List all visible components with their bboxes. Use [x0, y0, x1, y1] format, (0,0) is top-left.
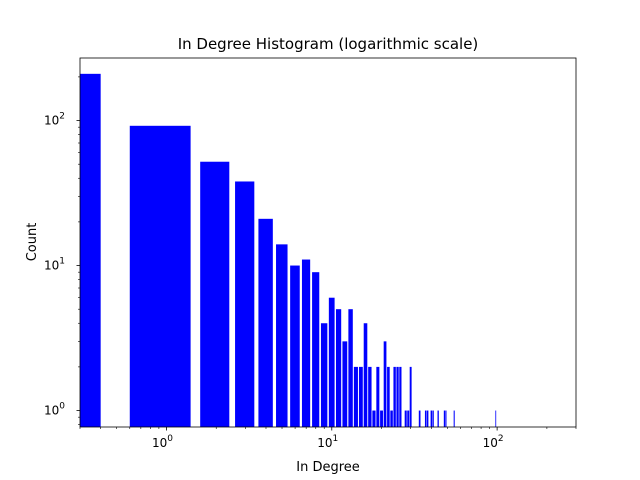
histogram-bar: [426, 410, 429, 427]
histogram-bar: [258, 218, 273, 427]
histogram-bar: [376, 366, 380, 427]
histogram-bar: [393, 366, 396, 427]
plot-frame: [79, 57, 577, 428]
histogram-bar: [335, 309, 342, 427]
x-axis: 100 101 102: [79, 427, 577, 450]
x-axis-label: In Degree: [296, 460, 360, 475]
histogram-bar: [276, 244, 288, 427]
x-tick-label: 100: [152, 434, 173, 450]
x-tick-label: 102: [483, 434, 504, 450]
y-tick-label: 101: [44, 257, 65, 273]
histogram-bar: [80, 73, 101, 427]
y-tick-label: 100: [44, 402, 65, 418]
histogram-bar: [407, 410, 410, 427]
histogram-bar: [129, 125, 191, 427]
histogram-bar: [409, 366, 412, 427]
histogram-bar: [396, 366, 399, 427]
histogram-bar: [418, 410, 421, 427]
chart-title: In Degree Histogram (logarithmic scale): [178, 35, 479, 53]
histogram-bar: [430, 410, 433, 427]
histogram-bar: [399, 366, 402, 427]
bars-group: [80, 73, 497, 427]
y-axis: 100 101 102: [44, 76, 80, 425]
histogram-bar: [453, 410, 455, 427]
histogram-bar: [342, 341, 348, 427]
histogram-bar: [387, 366, 390, 427]
histogram-bar: [235, 181, 255, 427]
histogram-bar: [290, 265, 300, 427]
histogram-bar: [443, 410, 446, 427]
histogram-bar: [328, 297, 335, 427]
histogram-bar: [445, 410, 447, 427]
histogram-bar: [437, 410, 439, 427]
histogram-bar: [348, 309, 353, 427]
x-tick-label: 101: [317, 434, 338, 450]
histogram-bar: [383, 341, 387, 427]
histogram-bar: [200, 161, 230, 427]
y-axis-label: Count: [25, 223, 40, 262]
histogram-bar: [312, 272, 320, 427]
histogram-bar: [301, 259, 311, 427]
histogram-bar: [495, 410, 497, 427]
histogram-bar: [320, 323, 328, 427]
histogram-bar: [390, 410, 393, 427]
histogram-bar: [353, 366, 358, 427]
histogram-bar: [372, 410, 376, 427]
histogram-bar: [358, 366, 363, 427]
histogram-bar: [432, 410, 434, 427]
histogram-bar: [380, 410, 383, 427]
histogram-bar: [368, 366, 372, 427]
histogram-bar: [424, 410, 427, 427]
histogram-bar: [404, 410, 407, 427]
y-tick-label: 102: [44, 112, 65, 128]
histogram-bar: [363, 323, 368, 427]
